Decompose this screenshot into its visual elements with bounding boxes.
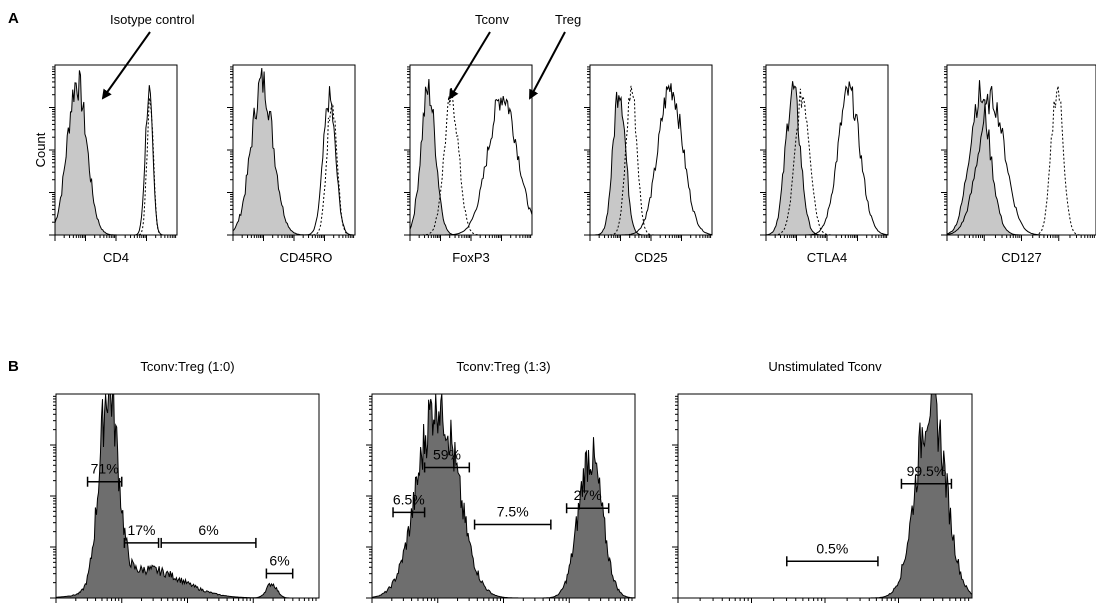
division-histogram [371,393,636,599]
treg-label: Treg [555,12,581,27]
gate-percent-label: 27% [574,487,602,503]
panel-b-histogram-1: Tconv:Treg (1:0) 71% 17% 6% 6% [50,359,320,603]
gate: 7.5% [473,504,552,530]
gate-percent-label: 6% [198,522,218,538]
gate: 6% [265,553,294,579]
x-axis-label: CD25 [634,250,667,265]
treg-histogram [946,85,1096,236]
gate: 59% [423,446,471,473]
panel-a-histogram-1: CD4 [49,64,178,265]
gate: 71% [86,461,123,487]
gate: 0.5% [786,540,879,567]
panel-title: Tconv:Treg (1:0) [140,359,234,374]
panel-b-histogram-2: Tconv:Treg (1:3) 59% 6.5% 7.5% 27% [366,359,636,603]
tconv-label: Tconv [475,12,509,27]
treg-histogram [590,83,713,236]
gate-percent-label: 7.5% [497,504,529,520]
isotype-histogram [409,78,532,236]
panel-a-histogram-2: CD45RO [227,64,356,265]
gate: 6.5% [392,491,426,518]
gate: 6% [160,522,257,548]
treg-arrow [529,31,566,100]
isotype-histogram [590,91,712,236]
panel-a-histogram-3: FoxP3 [404,64,533,265]
count-axis-label: Count [33,132,48,167]
tconv-histogram [410,86,532,236]
panel-a-histogram-5: CTLA4 [760,64,889,265]
treg-histogram [766,81,889,236]
panel-a-histogram-6: CD127 [941,64,1096,265]
panel-a-letter: A [8,10,19,27]
gate-percent-label: 99.5% [907,463,947,479]
treg-histogram [410,96,533,236]
gate: 99.5% [900,463,953,489]
panel-b-letter: B [8,358,19,375]
panel-title: Unstimulated Tconv [768,359,882,374]
x-axis-label: FoxP3 [452,250,490,265]
histogram-panels: CD4 CD45RO FoxP3 CD25 CTLA4 CD127 Tconv:Treg (… [49,64,1096,603]
gate: 27% [565,487,610,514]
division-histogram [678,393,973,599]
x-axis-label: CD127 [1001,250,1041,265]
x-axis-label: CD4 [103,250,129,265]
division-histogram [55,393,319,599]
panel-title: Tconv:Treg (1:3) [456,359,550,374]
gate-percent-label: 71% [91,461,119,477]
gate-percent-label: 17% [127,522,155,538]
isotype-control-label: Isotype control [110,12,195,27]
gate-percent-label: 6% [269,553,289,569]
x-axis-label: CTLA4 [807,250,847,265]
panel-a-histogram-4: CD25 [584,64,713,265]
gate-percent-label: 0.5% [816,540,848,556]
gate-percent-label: 59% [433,446,461,462]
isotype-histogram [946,80,1096,236]
panel-b-histogram-3: Unstimulated Tconv 99.5% 0.5% [672,359,973,603]
gate: 17% [123,522,160,548]
tconv-histogram [947,85,1096,236]
x-axis-label: CD45RO [280,250,333,265]
isotype-histogram [232,67,355,236]
gate-percent-label: 6.5% [393,491,425,507]
isotype-histogram [54,70,177,236]
